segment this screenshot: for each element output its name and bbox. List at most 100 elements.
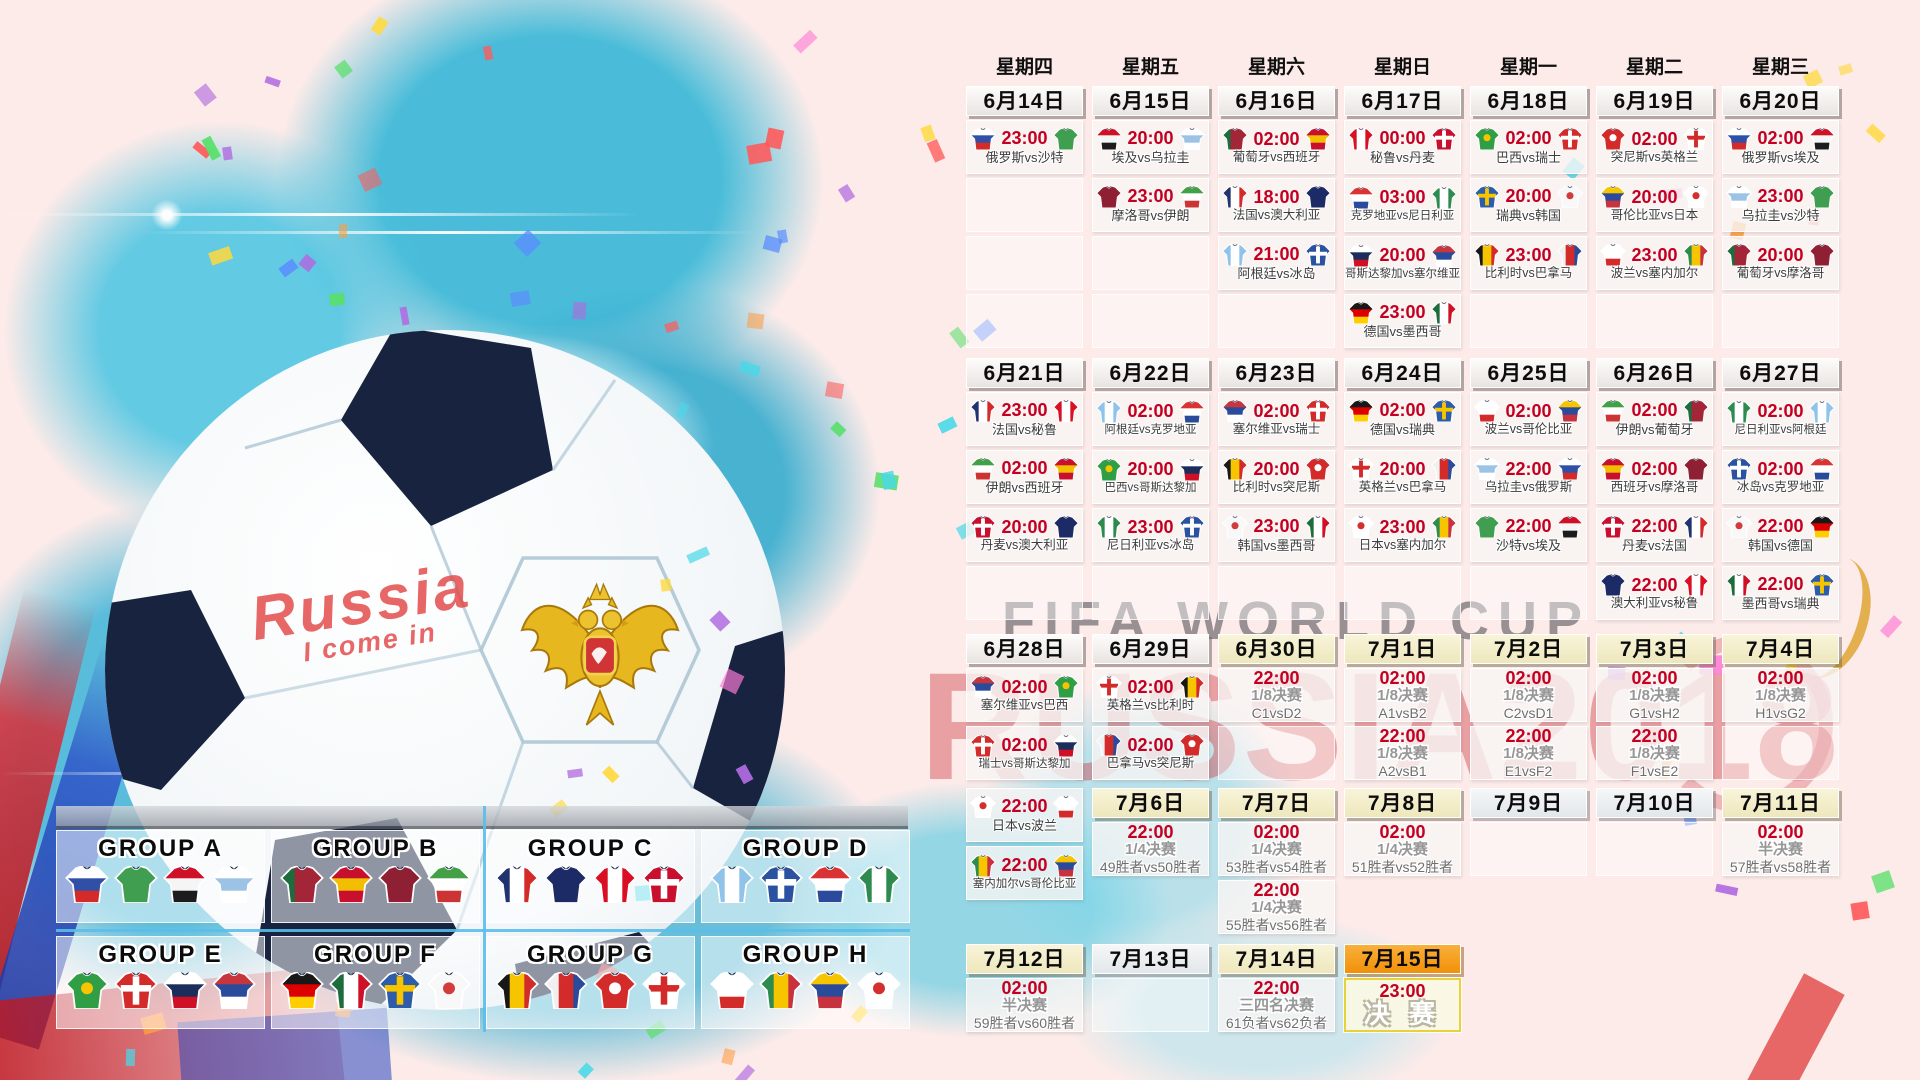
jersey-icon <box>1096 734 1123 757</box>
jersey-icon <box>1808 127 1835 150</box>
jersey-icon <box>1348 186 1375 209</box>
match-name: 日本vs塞内加尔 <box>1358 538 1447 553</box>
match-cell: 00:00 秘鲁vs丹麦 <box>1344 120 1461 174</box>
match-name: 西班牙vs摩洛哥 <box>1610 480 1699 495</box>
date-header: 6月22日 <box>1092 358 1209 388</box>
match-cell: 22:00 乌拉圭vs俄罗斯 <box>1470 450 1587 504</box>
match-cell: 20:00 巴西vs哥斯达黎加 <box>1092 450 1209 504</box>
match-name: 英格兰vs巴拿马 <box>1358 480 1447 495</box>
confetti-piece <box>482 45 494 61</box>
group-title: GROUP E <box>98 941 223 968</box>
match-time-row: 20:00 <box>1723 244 1838 267</box>
match-cell: 20:00 瑞典vs韩国 <box>1470 178 1587 232</box>
date-header: 6月24日 <box>1344 358 1461 388</box>
match-time-row: 02:00 <box>1219 128 1334 151</box>
match-cell: 02:00 塞尔维亚vs巴西 <box>966 668 1083 722</box>
sparkle <box>150 198 184 232</box>
match-time: 20:00 <box>1757 244 1804 265</box>
match-time-row: 20:00 <box>1219 458 1334 481</box>
match-time: 22:00 <box>1001 796 1048 817</box>
knockout-pairing: 61负者vs62负者 <box>1225 1014 1328 1031</box>
weekday-label: 星期二 <box>1625 57 1683 78</box>
group-box: GROUP G <box>486 936 695 1029</box>
jersey-icon <box>970 457 997 480</box>
match-cell: 20:00 埃及vs乌拉圭 <box>1092 120 1209 174</box>
jersey-icon <box>593 866 637 903</box>
jersey-icon <box>1348 301 1375 324</box>
match-time: 23:00 <box>1001 400 1048 421</box>
knockout-pairing: A1vsB2 <box>1378 704 1427 721</box>
date-header: 6月19日 <box>1596 86 1713 116</box>
group-area-top-bar <box>56 806 908 829</box>
empty-cell <box>1596 294 1713 348</box>
match-cell: 02:00 葡萄牙vs西班牙 <box>1218 120 1335 174</box>
match-time-row: 20:00 <box>967 516 1082 539</box>
group-box: GROUP C <box>486 830 695 923</box>
knockout-pairing: G1vsH2 <box>1629 704 1680 721</box>
group-box: GROUP A <box>56 830 265 923</box>
knockout-pairing: H1vsG2 <box>1755 704 1806 721</box>
jersey-icon <box>1430 301 1457 324</box>
jersey-icon <box>1348 516 1375 539</box>
cyan-splash <box>330 200 970 780</box>
match-name: 突尼斯vs英格兰 <box>1610 150 1699 165</box>
jersey-icon <box>1430 127 1457 150</box>
date-header: 7月11日 <box>1722 788 1839 818</box>
knockout-cell: 02:00 1/8决赛 C2vsD1 <box>1470 668 1587 722</box>
jersey-icon <box>427 866 471 903</box>
final-cell: 23:00 决 赛 <box>1344 978 1461 1032</box>
empty-cell <box>1722 726 1839 780</box>
match-time-row: 02:00 <box>1597 399 1712 422</box>
jersey-icon <box>329 866 373 903</box>
match-cell: 20:00 比利时vs突尼斯 <box>1218 450 1335 504</box>
jersey-icon <box>114 866 158 903</box>
knockout-round: 1/8决赛 <box>1251 687 1302 705</box>
jersey-icon <box>1222 243 1249 266</box>
jersey-icon <box>970 854 997 877</box>
confetti-piece <box>762 235 783 254</box>
match-time-row: 03:00 <box>1345 186 1460 209</box>
match-time-row: 21:00 <box>1219 243 1334 266</box>
match-time: 02:00 <box>1127 734 1174 755</box>
jersey-icon <box>970 399 997 422</box>
match-name: 法国vs澳大利亚 <box>1232 208 1321 223</box>
confetti-piece <box>675 402 689 420</box>
jersey-icon <box>1682 458 1709 481</box>
knockout-cell: 22:00 1/4决赛 55胜者vs56胜者 <box>1218 880 1335 934</box>
group-box: GROUP D <box>701 830 910 923</box>
match-time-row: 02:00 <box>1723 400 1838 423</box>
match-name: 墨西哥vs瑞典 <box>1741 595 1820 611</box>
confetti-piece <box>399 306 411 325</box>
match-time: 21:00 <box>1253 244 1300 265</box>
jersey-icon <box>212 866 256 903</box>
empty-cell <box>1596 822 1713 876</box>
group-box: GROUP B <box>271 830 480 923</box>
match-cell: 02:00 阿根廷vs克罗地亚 <box>1092 392 1209 446</box>
match-time: 18:00 <box>1253 186 1300 207</box>
knockout-pairing: 53胜者vs54胜者 <box>1225 858 1328 875</box>
jersey-icon <box>642 972 686 1009</box>
match-cell: 23:00 法国vs秘鲁 <box>966 392 1083 446</box>
weekday-label: 星期五 <box>1121 57 1179 78</box>
russia-scribble-text: Russia I come in <box>246 551 478 672</box>
confetti-piece <box>1838 63 1854 76</box>
jersey-icon <box>1096 458 1123 481</box>
jersey-icon <box>970 734 997 757</box>
jersey-icon <box>1304 400 1331 423</box>
jersey-icon <box>1430 516 1457 539</box>
jersey-icon <box>1726 244 1753 267</box>
match-name: 韩国vs墨西哥 <box>1237 537 1316 553</box>
match-time: 02:00 <box>1127 676 1174 697</box>
knockout-round: 1/4决赛 <box>1251 841 1302 859</box>
confetti-piece <box>1715 883 1739 896</box>
match-time-row: 02:00 <box>1471 400 1586 423</box>
confetti-piece <box>709 610 731 632</box>
match-time: 22:00 <box>1505 458 1552 479</box>
knockout-cell: 02:00 半决赛 59胜者vs60胜者 <box>966 978 1083 1032</box>
jersey-icon <box>1222 515 1249 538</box>
group-jerseys <box>495 972 686 1009</box>
jersey-icon <box>1430 458 1457 481</box>
match-name: 克罗地亚vs尼日利亚 <box>1350 209 1455 222</box>
match-time: 02:00 <box>1379 668 1426 689</box>
jersey-icon <box>1682 574 1709 597</box>
